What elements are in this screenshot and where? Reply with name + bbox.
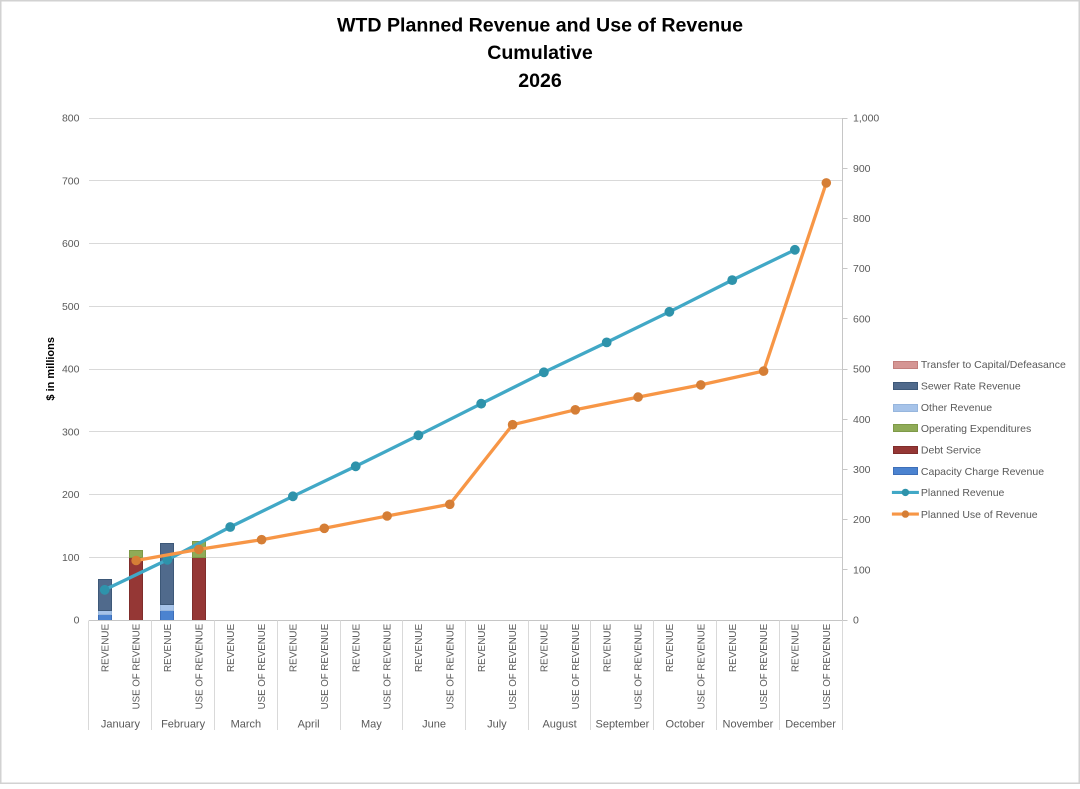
svg-text:400: 400 — [853, 414, 871, 426]
svg-text:REVENUE: REVENUE — [728, 623, 739, 672]
svg-text:December: December — [785, 719, 836, 731]
svg-text:Planned Revenue: Planned Revenue — [921, 487, 1005, 499]
svg-text:REVENUE: REVENUE — [791, 623, 802, 672]
svg-text:April: April — [298, 719, 320, 731]
svg-text:100: 100 — [853, 564, 871, 576]
svg-text:February: February — [161, 719, 206, 731]
svg-text:Cumulative: Cumulative — [487, 42, 593, 64]
svg-text:USE OF REVENUE: USE OF REVENUE — [320, 623, 331, 709]
svg-text:September: September — [595, 719, 649, 731]
svg-text:900: 900 — [853, 163, 871, 175]
svg-text:REVENUE: REVENUE — [163, 623, 174, 672]
svg-text:August: August — [542, 719, 576, 731]
svg-text:Debt Service: Debt Service — [921, 445, 981, 457]
svg-text:USE OF REVENUE: USE OF REVENUE — [634, 623, 645, 709]
svg-text:June: June — [422, 719, 446, 731]
svg-text:200: 200 — [853, 514, 871, 526]
svg-text:USE OF REVENUE: USE OF REVENUE — [571, 623, 582, 709]
svg-text:600: 600 — [853, 313, 871, 325]
svg-text:May: May — [361, 719, 382, 731]
svg-text:WTD Planned Revenue and Use of: WTD Planned Revenue and Use of Revenue — [337, 15, 743, 37]
svg-text:600: 600 — [62, 238, 80, 250]
svg-text:Capacity Charge Revenue: Capacity Charge Revenue — [921, 466, 1044, 478]
svg-text:July: July — [487, 719, 507, 731]
svg-text:REVENUE: REVENUE — [351, 623, 362, 672]
svg-text:Transfer to Capital/Defeasance: Transfer to Capital/Defeasance — [921, 359, 1066, 371]
svg-text:Sewer Rate Revenue: Sewer Rate Revenue — [921, 380, 1021, 392]
svg-text:REVENUE: REVENUE — [540, 623, 551, 672]
svg-text:300: 300 — [62, 426, 80, 438]
svg-text:Planned Use of Revenue: Planned Use of Revenue — [921, 509, 1038, 521]
svg-text:500: 500 — [62, 301, 80, 313]
svg-text:January: January — [101, 719, 141, 731]
svg-text:REVENUE: REVENUE — [477, 623, 488, 672]
svg-text:USE OF REVENUE: USE OF REVENUE — [696, 623, 707, 709]
svg-text:0: 0 — [853, 615, 859, 627]
svg-text:REVENUE: REVENUE — [289, 623, 300, 672]
svg-text:300: 300 — [853, 464, 871, 476]
svg-text:Operating Expenditures: Operating Expenditures — [921, 423, 1031, 435]
svg-text:500: 500 — [853, 364, 871, 376]
svg-text:700: 700 — [62, 175, 80, 187]
svg-text:REVENUE: REVENUE — [414, 623, 425, 672]
svg-text:1,000: 1,000 — [853, 113, 879, 125]
svg-text:November: November — [723, 719, 774, 731]
svg-text:USE OF REVENUE: USE OF REVENUE — [257, 623, 268, 709]
svg-text:October: October — [666, 719, 705, 731]
svg-text:USE OF REVENUE: USE OF REVENUE — [194, 623, 205, 709]
svg-text:USE OF REVENUE: USE OF REVENUE — [445, 623, 456, 709]
svg-text:800: 800 — [62, 113, 80, 125]
svg-text:0: 0 — [74, 615, 80, 627]
svg-text:March: March — [231, 719, 262, 731]
svg-text:100: 100 — [62, 552, 80, 564]
svg-text:REVENUE: REVENUE — [226, 623, 237, 672]
svg-text:200: 200 — [62, 489, 80, 501]
svg-text:REVENUE: REVENUE — [602, 623, 613, 672]
svg-text:$ in millions: $ in millions — [45, 337, 57, 401]
svg-text:700: 700 — [853, 263, 871, 275]
svg-text:USE OF REVENUE: USE OF REVENUE — [508, 623, 519, 709]
svg-text:REVENUE: REVENUE — [665, 623, 676, 672]
svg-text:800: 800 — [853, 213, 871, 225]
svg-text:2026: 2026 — [518, 70, 562, 92]
svg-text:USE OF REVENUE: USE OF REVENUE — [822, 623, 833, 709]
svg-text:REVENUE: REVENUE — [100, 623, 111, 672]
svg-text:400: 400 — [62, 364, 80, 376]
svg-text:Other Revenue: Other Revenue — [921, 402, 992, 414]
svg-text:USE OF REVENUE: USE OF REVENUE — [132, 623, 143, 709]
svg-text:USE OF REVENUE: USE OF REVENUE — [383, 623, 394, 709]
svg-text:USE OF REVENUE: USE OF REVENUE — [759, 623, 770, 709]
